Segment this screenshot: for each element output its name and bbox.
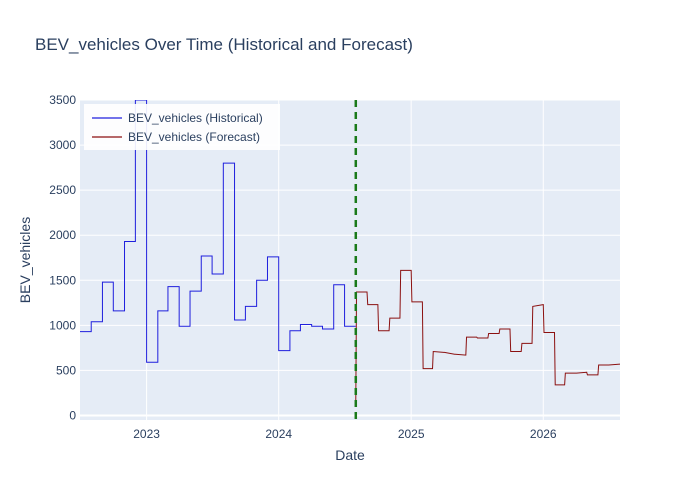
x-tick-label: 2024 <box>265 427 292 441</box>
y-tick-label: 500 <box>56 363 76 377</box>
legend-label-historical: BEV_vehicles (Historical) <box>128 111 263 125</box>
y-tick-label: 2000 <box>49 228 76 242</box>
x-tick-label: 2023 <box>133 427 160 441</box>
legend[interactable]: BEV_vehicles (Historical) BEV_vehicles (… <box>84 104 280 150</box>
series-line-forecast <box>355 269 620 401</box>
y-tick-label: 3500 <box>49 93 76 107</box>
y-tick-label: 3000 <box>49 138 76 152</box>
y-tick-label: 0 <box>69 408 76 422</box>
legend-box <box>84 104 280 150</box>
y-tick-label: 1500 <box>49 273 76 287</box>
x-axis-label: Date <box>335 447 365 463</box>
x-tick-label: 2026 <box>530 427 557 441</box>
y-tick-label: 2500 <box>49 183 76 197</box>
x-axis-ticks: 2023 2024 2025 2026 <box>133 427 557 441</box>
x-tick-label: 2025 <box>398 427 425 441</box>
y-axis-ticks: 0 500 1000 1500 2000 2500 3000 3500 <box>49 93 76 422</box>
series-layer <box>80 100 620 401</box>
plot-area <box>80 100 620 420</box>
y-tick-label: 1000 <box>49 318 76 332</box>
chart-title: BEV_vehicles Over Time (Historical and F… <box>35 35 413 54</box>
legend-label-forecast: BEV_vehicles (Forecast) <box>128 130 260 144</box>
series-line-historical <box>80 100 356 363</box>
y-axis-label: BEV_vehicles <box>17 217 33 303</box>
